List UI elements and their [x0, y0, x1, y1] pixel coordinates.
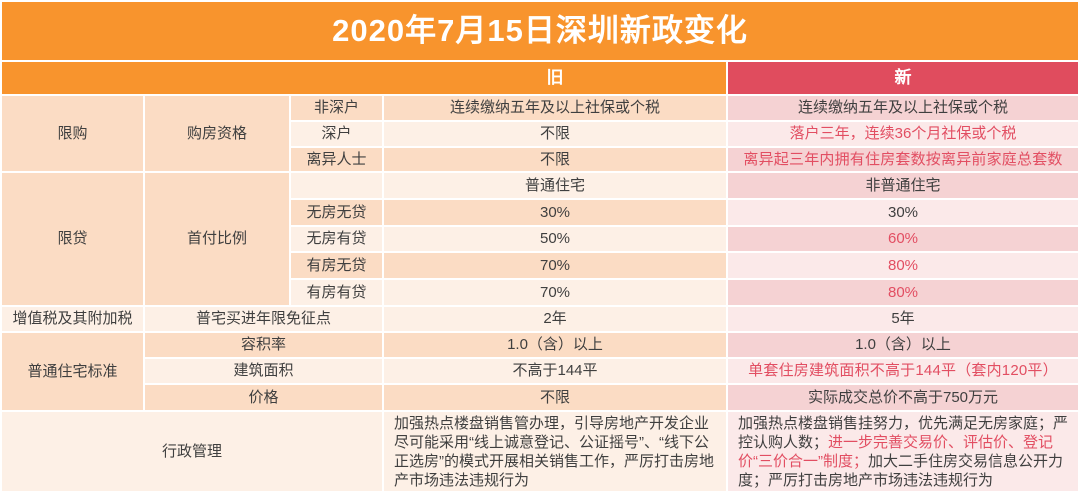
cell-old-with-house-with-loan: 70% — [384, 280, 726, 305]
column-header-old-label: 旧 — [546, 67, 564, 87]
row-label-floor-area: 建筑面积 — [145, 359, 382, 383]
row-label-divorced: 离异人士 — [291, 148, 382, 171]
cell-new-admin-management: 加强热点楼盘销售挂努力，优先满足无房家庭；严控认购人数；进一步完善交易价、评估价… — [728, 412, 1078, 491]
column-header-new-label: 新 — [894, 67, 912, 87]
cell-new-plot-ratio: 1.0（含）以上 — [728, 333, 1078, 357]
row-label-with-house-with-loan: 有房有贷 — [291, 280, 382, 305]
cell-old-plot-ratio: 1.0（含）以上 — [384, 333, 726, 357]
row-label-price: 价格 — [145, 385, 382, 410]
row-label-no-house-with-loan: 无房有贷 — [291, 227, 382, 251]
cell-new-no-house-with-loan: 60% — [728, 227, 1078, 251]
cell-old-with-house-no-loan: 70% — [384, 253, 726, 278]
row-label-with-house-no-loan: 有房无贷 — [291, 253, 382, 278]
cell-new-floor-area: 单套住房建筑面积不高于144平（套内120平） — [728, 359, 1078, 383]
cell-new-with-house-no-loan: 80% — [728, 253, 1078, 278]
row-label-plot-ratio: 容积率 — [145, 333, 382, 357]
cell-old-divorced: 不限 — [384, 148, 726, 171]
row-label-local-resident: 深户 — [291, 122, 382, 146]
admin-new-text-before: 加强热点楼盘销售挂努力，优先满足无房家庭；严控认购人数； — [738, 414, 1069, 451]
cell-old-floor-area: 不高于144平 — [384, 359, 726, 383]
cell-old-vat-exemption: 2年 — [384, 307, 726, 331]
cell-old-non-local-resident: 连续缴纳五年及以上社保或个税 — [384, 96, 726, 120]
cell-new-price: 实际成交总价不高于750万元 — [728, 385, 1078, 410]
admin-new-text-after: 加大二手住房交易信息公开力度；严厉打击房地产市场违法违规行为 — [738, 452, 1064, 489]
page-title: 2020年7月15日深圳新政变化 — [332, 13, 748, 49]
group-down-payment: 首付比例 — [145, 173, 289, 305]
admin-new-text: 加强热点楼盘销售挂努力，优先满足无房家庭；严控认购人数；进一步完善交易价、评估价… — [738, 414, 1068, 490]
group-ordinary-standard: 普通住宅标准 — [2, 333, 143, 410]
admin-old-text: 加强热点楼盘销售管办理，引导房地产开发企业尽可能采用“线上诚意登记、公证摇号”、… — [394, 414, 714, 489]
column-header-new: 新 — [728, 62, 1078, 94]
group-limit-loan: 限贷 — [2, 173, 143, 305]
cell-old-no-house-no-loan: 30% — [384, 200, 726, 225]
cell-new-non-local-resident: 连续缴纳五年及以上社保或个税 — [728, 96, 1078, 120]
title-bar: 2020年7月15日深圳新政变化 — [2, 2, 1078, 60]
cell-old-admin-management: 加强热点楼盘销售管办理，引导房地产开发企业尽可能采用“线上诚意登记、公证摇号”、… — [384, 412, 726, 491]
admin-new-text-highlight: 进一步完善交易价、评估价、登记价“三价合一”制度； — [738, 433, 1054, 470]
cell-new-no-house-no-loan: 30% — [728, 200, 1078, 225]
column-header-old: 旧 — [2, 62, 726, 94]
group-admin-management: 行政管理 — [2, 412, 382, 491]
row-label-housing-type-empty — [291, 173, 382, 198]
group-vat: 增值税及其附加税 — [2, 307, 143, 331]
cell-old-local-resident: 不限 — [384, 122, 726, 146]
cell-new-divorced: 离异起三年内拥有住房套数按离异前家庭总套数 — [728, 148, 1078, 171]
cell-new-local-resident: 落户三年，连续36个月社保或个税 — [728, 122, 1078, 146]
cell-old-housing-type: 普通住宅 — [384, 173, 726, 198]
cell-old-price: 不限 — [384, 385, 726, 410]
row-label-non-local-resident: 非深户 — [291, 96, 382, 120]
group-limit-purchase: 限购 — [2, 96, 143, 171]
cell-new-with-house-with-loan: 80% — [728, 280, 1078, 305]
cell-old-no-house-with-loan: 50% — [384, 227, 726, 251]
row-label-no-house-no-loan: 无房无贷 — [291, 200, 382, 225]
group-purchase-qualification: 购房资格 — [145, 96, 289, 171]
cell-new-housing-type: 非普通住宅 — [728, 173, 1078, 198]
cell-new-vat-exemption: 5年 — [728, 307, 1078, 331]
row-label-vat-exemption: 普宅买进年限免征点 — [145, 307, 382, 331]
